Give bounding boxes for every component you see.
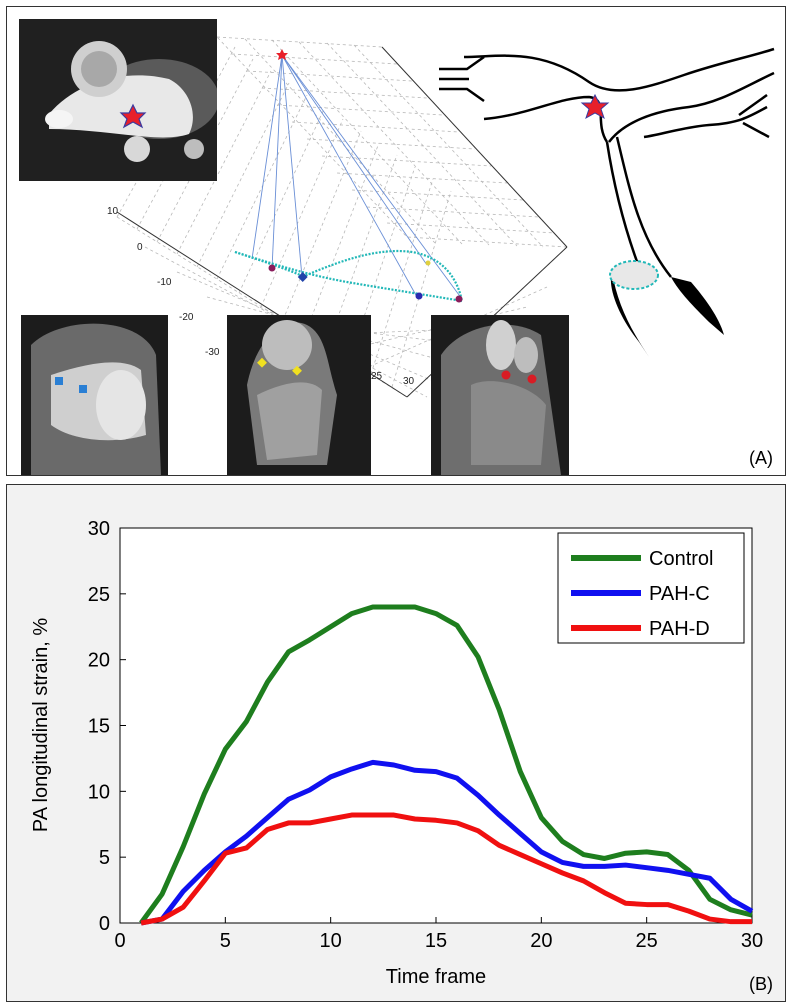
y-tick-label: 5 bbox=[99, 847, 110, 869]
y-tick-label: 15 bbox=[88, 716, 110, 738]
pulmonary-artery-diagram bbox=[439, 47, 775, 357]
x-tick-label: 10 bbox=[320, 930, 342, 952]
bifurcation-star-icon bbox=[580, 93, 610, 120]
series-line-control bbox=[139, 604, 753, 925]
red-marker bbox=[501, 370, 511, 380]
y-tick-label: 0 bbox=[99, 913, 110, 935]
legend-box bbox=[557, 532, 745, 644]
tick-label: -10 bbox=[157, 277, 172, 288]
y-tick-label: 10 bbox=[88, 781, 110, 803]
trajectory-markers bbox=[268, 49, 463, 303]
y-tick-label: 30 bbox=[88, 518, 110, 540]
x-tick-label: 5 bbox=[220, 930, 231, 952]
tick-label: 30 bbox=[403, 376, 415, 387]
marker-yellow bbox=[425, 260, 431, 266]
trajectory-curves bbox=[234, 250, 464, 303]
x-tick-label: 20 bbox=[530, 930, 552, 952]
series-line-pah-c bbox=[140, 759, 754, 926]
tick-label: -30 bbox=[205, 347, 220, 358]
x-axis-label: Time frame bbox=[386, 966, 486, 988]
tick-label: 10 bbox=[107, 206, 119, 217]
mri-sagittal-blue bbox=[21, 315, 168, 475]
x-tick-label: 30 bbox=[741, 930, 763, 952]
panel-b: 0 5 10 15 20 25 30 0 5 10 15 20 25 30 PA longitudinal… bbox=[6, 484, 786, 1002]
legend-label-pah-c: PAH-C bbox=[649, 583, 710, 605]
3d-trajectory-plot: 10 0 -10 -20 -30 25 30 bbox=[107, 36, 568, 398]
strain-line-chart: 0 5 10 15 20 25 30 0 5 10 15 20 25 30 PA longitudinal… bbox=[30, 518, 763, 988]
tick-label: 0 bbox=[137, 242, 143, 253]
x-tick-label: 0 bbox=[114, 930, 125, 952]
projection-lines bbox=[251, 54, 463, 300]
x-tick-label: 15 bbox=[425, 930, 447, 952]
series-line-pah-d bbox=[140, 812, 752, 926]
axis-ticks: 10 0 -10 -20 -30 25 30 bbox=[107, 206, 415, 387]
red-marker bbox=[527, 374, 537, 384]
panel-a: 10 0 -10 -20 -30 25 30 bbox=[6, 6, 786, 476]
y-tick-label: 25 bbox=[88, 584, 110, 606]
cross-section-ellipse bbox=[609, 260, 659, 290]
blue-marker bbox=[79, 385, 87, 393]
legend-label-pah-d: PAH-D bbox=[649, 618, 710, 640]
marker-blue bbox=[297, 272, 308, 282]
legend-label-control: Control bbox=[649, 548, 713, 570]
marker-purple bbox=[268, 264, 276, 272]
x-tick-label: 25 bbox=[636, 930, 658, 952]
mri-sagittal-yellow bbox=[227, 315, 371, 475]
panel-a-label: (A) bbox=[749, 448, 773, 468]
mri-axial-image bbox=[19, 19, 217, 181]
panel-b-label: (B) bbox=[749, 974, 773, 994]
legend: Control PAH-C PAH-D bbox=[557, 532, 745, 644]
y-tick-label: 20 bbox=[88, 650, 110, 672]
mri-sagittal-red bbox=[431, 315, 569, 475]
origin-star-icon bbox=[276, 49, 288, 60]
marker-purple bbox=[415, 292, 423, 300]
tick-label: 25 bbox=[371, 371, 383, 382]
y-axis-label: PA longitudinal strain, % bbox=[30, 618, 52, 832]
star-icon bbox=[119, 103, 147, 129]
tick-label: -20 bbox=[179, 312, 194, 323]
blue-marker bbox=[55, 377, 63, 385]
marker-purple bbox=[455, 295, 463, 303]
